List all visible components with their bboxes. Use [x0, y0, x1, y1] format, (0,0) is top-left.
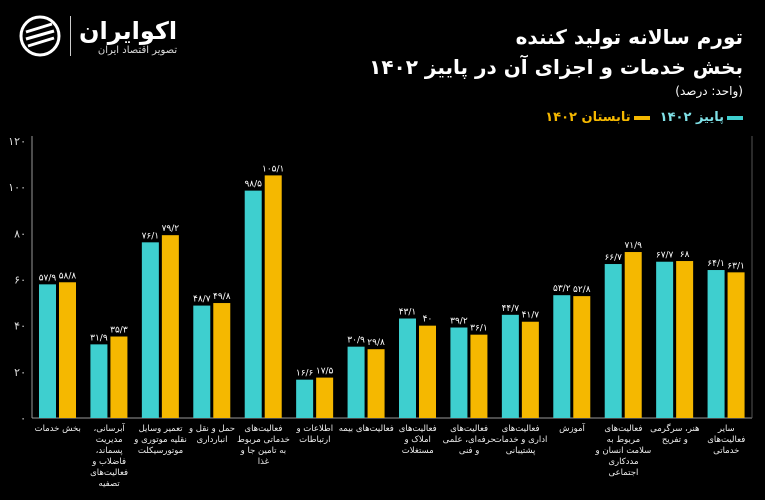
logo: اکوایران تصویر اقتصاد ایران [18, 14, 177, 58]
bar-summer [573, 296, 591, 418]
y-tick-label: ۰ [20, 412, 26, 425]
data-label: ۳۵/۳ [110, 326, 128, 336]
y-tick-label: ۱۰۰ [8, 181, 26, 194]
data-label: ۵۲/۸ [573, 285, 591, 295]
bar-summer [264, 175, 282, 418]
data-label: ۵۸/۸ [59, 271, 77, 281]
data-label: ۵۷/۹ [39, 273, 57, 283]
bar-summer [470, 334, 488, 418]
legend-autumn: پاییز ۱۴۰۲ [660, 110, 743, 125]
category-label: فعالیت‌های بیمه [338, 424, 394, 434]
data-label: ۴۸/۷ [193, 295, 211, 305]
logo-name: اکوایران [79, 16, 178, 45]
bar-autumn [39, 284, 56, 418]
data-label: ۴۴/۷ [502, 304, 520, 314]
category-label: فعالیت‌های املاک و مستغلات [398, 424, 437, 456]
bar-autumn [707, 270, 725, 418]
data-label: ۲۹/۸ [367, 338, 385, 348]
data-label: ۶۸ [680, 250, 690, 260]
category-label: هنر، سرگرمی و تفریح [650, 424, 700, 445]
legend: پاییز ۱۴۰۲ تابستان ۱۴۰۲ [545, 110, 743, 125]
y-tick-label: ۱۲۰ [8, 135, 26, 148]
data-label: ۶۳/۱ [727, 261, 745, 271]
bar-summer [624, 252, 642, 418]
bar-autumn [244, 190, 262, 418]
data-label: ۳۹/۲ [450, 317, 468, 327]
bar-summer [367, 349, 385, 418]
bar-summer [110, 336, 128, 418]
data-label: ۱۶/۶ [296, 369, 314, 379]
logo-divider [70, 16, 71, 56]
title-line-2: بخش خدمات و اجزای آن در پاییز ۱۴۰۲ [369, 55, 743, 79]
bar-summer [316, 377, 334, 418]
category-label: آموزش [559, 424, 585, 434]
logo-mark-icon [19, 15, 61, 57]
y-tick-label: ۲۰ [14, 366, 26, 379]
category-label: آبرسانی، مدیریت پسماند، فاضلاب و فعالیت‌… [90, 424, 129, 489]
data-label: ۷۶/۱ [142, 231, 160, 241]
bar-autumn [193, 305, 211, 418]
bar-summer [161, 235, 179, 418]
data-label: ۹۸/۵ [244, 180, 262, 190]
bar-autumn [296, 379, 314, 418]
data-label: ۵۳/۲ [553, 284, 571, 294]
data-label: ۶۷/۷ [656, 251, 674, 261]
data-label: ۴۹/۸ [213, 292, 231, 302]
bar-autumn [656, 261, 674, 418]
bar-summer [419, 325, 436, 418]
data-label: ۱۷/۵ [316, 367, 334, 377]
bar-autumn [604, 264, 622, 418]
bar-summer [521, 321, 539, 418]
category-label: فعالیت‌های اداری و خدمات پشتیبانی [493, 424, 548, 456]
bar-summer [213, 303, 231, 418]
logo-tagline: تصویر اقتصاد ایران [97, 44, 178, 56]
category-label: حمل و نقل و انبارداری [188, 424, 236, 445]
y-tick-label: ۴۰ [14, 320, 26, 333]
data-label: ۶۴/۱ [707, 259, 725, 269]
legend-swatch-autumn [727, 115, 743, 120]
category-label: سایر فعالیت‌های خدماتی [707, 424, 746, 456]
category-label: اطلاعات و ارتباطات [296, 424, 334, 445]
bar-summer [727, 272, 745, 418]
bar-autumn [399, 318, 416, 418]
legend-label-autumn: پاییز ۱۴۰۲ [659, 110, 724, 125]
data-label: ۶۶/۷ [604, 253, 622, 263]
legend-label-summer: تابستان ۱۴۰۲ [545, 110, 631, 125]
bar-autumn [347, 346, 365, 418]
data-label: ۱۰۵/۱ [262, 164, 284, 174]
bar-summer [59, 282, 76, 418]
data-label: ۳۰/۹ [347, 336, 365, 346]
category-label: فعالیت‌های حرفه‌ای، علمی و فنی [442, 424, 496, 456]
legend-summer: تابستان ۱۴۰۲ [545, 110, 650, 125]
bar-autumn [141, 242, 159, 418]
data-label: ۷۹/۲ [162, 224, 180, 234]
unit-label: (واحد: درصد) [675, 84, 743, 98]
data-label: ۳۶/۱ [470, 324, 488, 334]
chart-title: تورم سالانه تولید کننده بخش خدمات و اجزا… [369, 22, 743, 82]
category-label: بخش خدمات [34, 424, 81, 434]
category-label: تعمیر وسایل نقلیه موتوری و موتورسیکلت [134, 424, 187, 456]
data-label: ۴۱/۷ [522, 311, 540, 321]
data-label: ۷۱/۹ [624, 241, 642, 251]
title-line-1: تورم سالانه تولید کننده [515, 25, 743, 49]
bar-autumn [553, 295, 571, 418]
legend-swatch-summer [633, 115, 650, 120]
bar-autumn [90, 344, 108, 418]
bar-summer [676, 261, 694, 418]
data-label: ۳۱/۹ [90, 333, 108, 343]
data-label: ۴۳/۱ [399, 308, 417, 318]
y-tick-label: ۸۰ [14, 227, 26, 240]
bar-autumn [501, 314, 519, 418]
data-label: ۴۰ [423, 315, 433, 325]
bar-autumn [450, 327, 468, 418]
y-tick-label: ۶۰ [14, 274, 26, 287]
category-label: فعالیت‌های خدماتی مربوط به تامین جا و غذ… [236, 424, 290, 467]
category-label: فعالیت‌های مربوط به سلامت انسان و مددکار… [595, 424, 652, 478]
